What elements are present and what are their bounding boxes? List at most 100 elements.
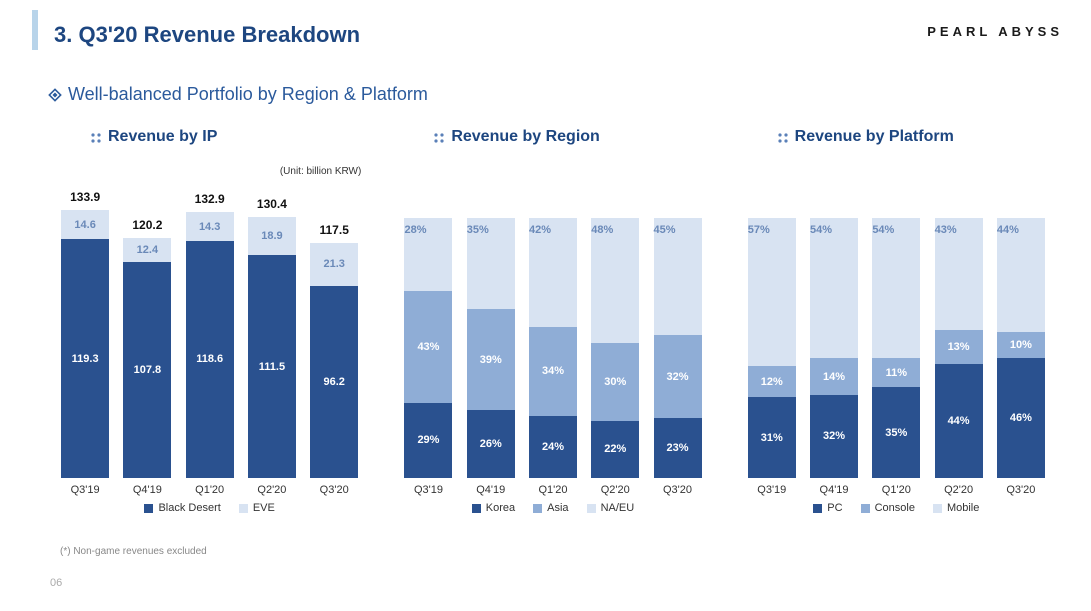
bar-total-label: 133.9 bbox=[70, 190, 100, 204]
bar-segment: 57% bbox=[748, 218, 796, 366]
bar-segment: 29% bbox=[404, 403, 452, 478]
subtitle-row: Well-balanced Portfolio by Region & Plat… bbox=[48, 84, 428, 105]
chart-region: Revenue by Region 29%43%28% 26%39%35% 24%3… bbox=[391, 128, 714, 514]
bar-total-label: 130.4 bbox=[257, 197, 287, 211]
bar-segment: 54% bbox=[872, 218, 920, 358]
bar-group: 31%12%57% bbox=[748, 218, 796, 478]
bar-segment: 44% bbox=[997, 218, 1045, 332]
bar-segment: 96.2 bbox=[310, 286, 358, 478]
x-axis-label: Q1'20 bbox=[529, 484, 577, 496]
bar-group: 29%43%28% bbox=[404, 218, 452, 478]
legend-swatch-icon bbox=[933, 504, 942, 513]
bar-segment: 23% bbox=[654, 418, 702, 478]
x-axis-label: Q2'20 bbox=[591, 484, 639, 496]
legend-label: Korea bbox=[486, 502, 515, 514]
x-axis-label: Q1'20 bbox=[872, 484, 920, 496]
bar-group: 111.518.9130.4 bbox=[248, 217, 296, 478]
x-axis-labels: Q3'19Q4'19Q1'20Q2'20Q3'20 bbox=[735, 478, 1058, 496]
bar-group: 32%14%54% bbox=[810, 218, 858, 478]
bar-segment: 14.3 bbox=[186, 212, 234, 241]
legend-item: Korea bbox=[472, 502, 515, 514]
title-accent-bar bbox=[32, 10, 38, 50]
footnote: (*) Non-game revenues excluded bbox=[60, 546, 207, 557]
legend-swatch-icon bbox=[472, 504, 481, 513]
legend-item: Black Desert bbox=[144, 502, 220, 514]
bar-segment: 32% bbox=[810, 395, 858, 478]
bar-group: 96.221.3117.5 bbox=[310, 243, 358, 478]
chart-platform: Revenue by Platform 31%12%57%32%14%54%35… bbox=[735, 128, 1058, 514]
bar-group: 35%11%54% bbox=[872, 218, 920, 478]
legend-item: PC bbox=[813, 502, 842, 514]
bar-segment: 111.5 bbox=[248, 255, 296, 478]
bullet-dots-icon bbox=[777, 131, 789, 143]
legend-label: PC bbox=[827, 502, 842, 514]
plot-area: 29%43%28%26%39%35%24%34%42%22%30%48%23%3… bbox=[391, 218, 714, 478]
legend-swatch-icon bbox=[861, 504, 870, 513]
bar-total-label: 120.2 bbox=[132, 218, 162, 232]
subtitle-text: Well-balanced Portfolio by Region & Plat… bbox=[68, 84, 428, 105]
x-axis-label: Q4'19 bbox=[123, 484, 171, 496]
chart-title: Revenue by IP bbox=[108, 128, 217, 146]
bar-segment: 22% bbox=[591, 421, 639, 478]
bar-segment: 18.9 bbox=[248, 217, 296, 255]
x-axis-label: Q3'20 bbox=[997, 484, 1045, 496]
legend-label: Console bbox=[875, 502, 915, 514]
bar-group: 46%10%44% bbox=[997, 218, 1045, 478]
bar-segment: 35% bbox=[872, 387, 920, 478]
bar-group: 107.812.4120.2 bbox=[123, 238, 171, 478]
legend-label: Mobile bbox=[947, 502, 979, 514]
x-axis-label: Q3'19 bbox=[404, 484, 452, 496]
bar-group: 119.314.6133.9 bbox=[61, 210, 109, 478]
x-axis-labels: Q3'19Q4'19Q1'20Q2'20Q3'20 bbox=[48, 478, 371, 496]
bar-total-label: 132.9 bbox=[195, 192, 225, 206]
bar-segment: 28% bbox=[404, 218, 452, 291]
legend: Black Desert EVE bbox=[48, 502, 371, 514]
legend-swatch-icon bbox=[587, 504, 596, 513]
legend-swatch-icon bbox=[239, 504, 248, 513]
legend-label: NA/EU bbox=[601, 502, 635, 514]
bar-segment: 43% bbox=[404, 291, 452, 403]
legend-item: Console bbox=[861, 502, 915, 514]
bar-segment: 14% bbox=[810, 358, 858, 394]
chart-title: Revenue by Region bbox=[451, 128, 599, 146]
bar-segment: 39% bbox=[467, 309, 515, 410]
bar-segment: 34% bbox=[529, 327, 577, 415]
page-number: 06 bbox=[50, 577, 62, 589]
legend-item: NA/EU bbox=[587, 502, 635, 514]
bar-segment: 54% bbox=[810, 218, 858, 358]
brand-logo-text: PEARL ABYSS bbox=[927, 24, 1063, 39]
bar-group: 118.614.3132.9 bbox=[186, 212, 234, 478]
x-axis-label: Q3'20 bbox=[310, 484, 358, 496]
bar-segment: 42% bbox=[529, 218, 577, 327]
bar-segment: 10% bbox=[997, 332, 1045, 358]
bar-segment: 44% bbox=[935, 364, 983, 478]
x-axis-label: Q2'20 bbox=[935, 484, 983, 496]
bar-group: 24%34%42% bbox=[529, 218, 577, 478]
page-title: 3. Q3'20 Revenue Breakdown bbox=[54, 22, 360, 48]
unit-label: (Unit: billion KRW) bbox=[280, 166, 362, 177]
bar-segment: 48% bbox=[591, 218, 639, 343]
bar-segment: 21.3 bbox=[310, 243, 358, 286]
bar-segment: 13% bbox=[935, 330, 983, 364]
chart-ip: Revenue by IP (Unit: billion KRW) 119.31… bbox=[48, 128, 371, 514]
bullet-dots-icon bbox=[433, 131, 445, 143]
bar-segment: 12.4 bbox=[123, 238, 171, 263]
chart-title-row: Revenue by Region bbox=[391, 128, 714, 146]
bar-group: 23%32%45% bbox=[654, 218, 702, 478]
bar-segment: 43% bbox=[935, 218, 983, 330]
x-axis-label: Q3'19 bbox=[61, 484, 109, 496]
bar-segment: 35% bbox=[467, 218, 515, 309]
plot-area: 31%12%57%32%14%54%35%11%54%44%13%43%46%1… bbox=[735, 218, 1058, 478]
x-axis-label: Q3'19 bbox=[748, 484, 796, 496]
bar-segment: 14.6 bbox=[61, 210, 109, 239]
bar-segment: 32% bbox=[654, 335, 702, 418]
bullet-dots-icon bbox=[90, 131, 102, 143]
x-axis-label: Q2'20 bbox=[248, 484, 296, 496]
bar-segment: 31% bbox=[748, 397, 796, 478]
bar-group: 44%13%43% bbox=[935, 218, 983, 478]
bar-segment: 26% bbox=[467, 410, 515, 478]
legend-item: Asia bbox=[533, 502, 568, 514]
legend-swatch-icon bbox=[144, 504, 153, 513]
x-axis-labels: Q3'19Q4'19Q1'20Q2'20Q3'20 bbox=[391, 478, 714, 496]
legend-item: EVE bbox=[239, 502, 275, 514]
